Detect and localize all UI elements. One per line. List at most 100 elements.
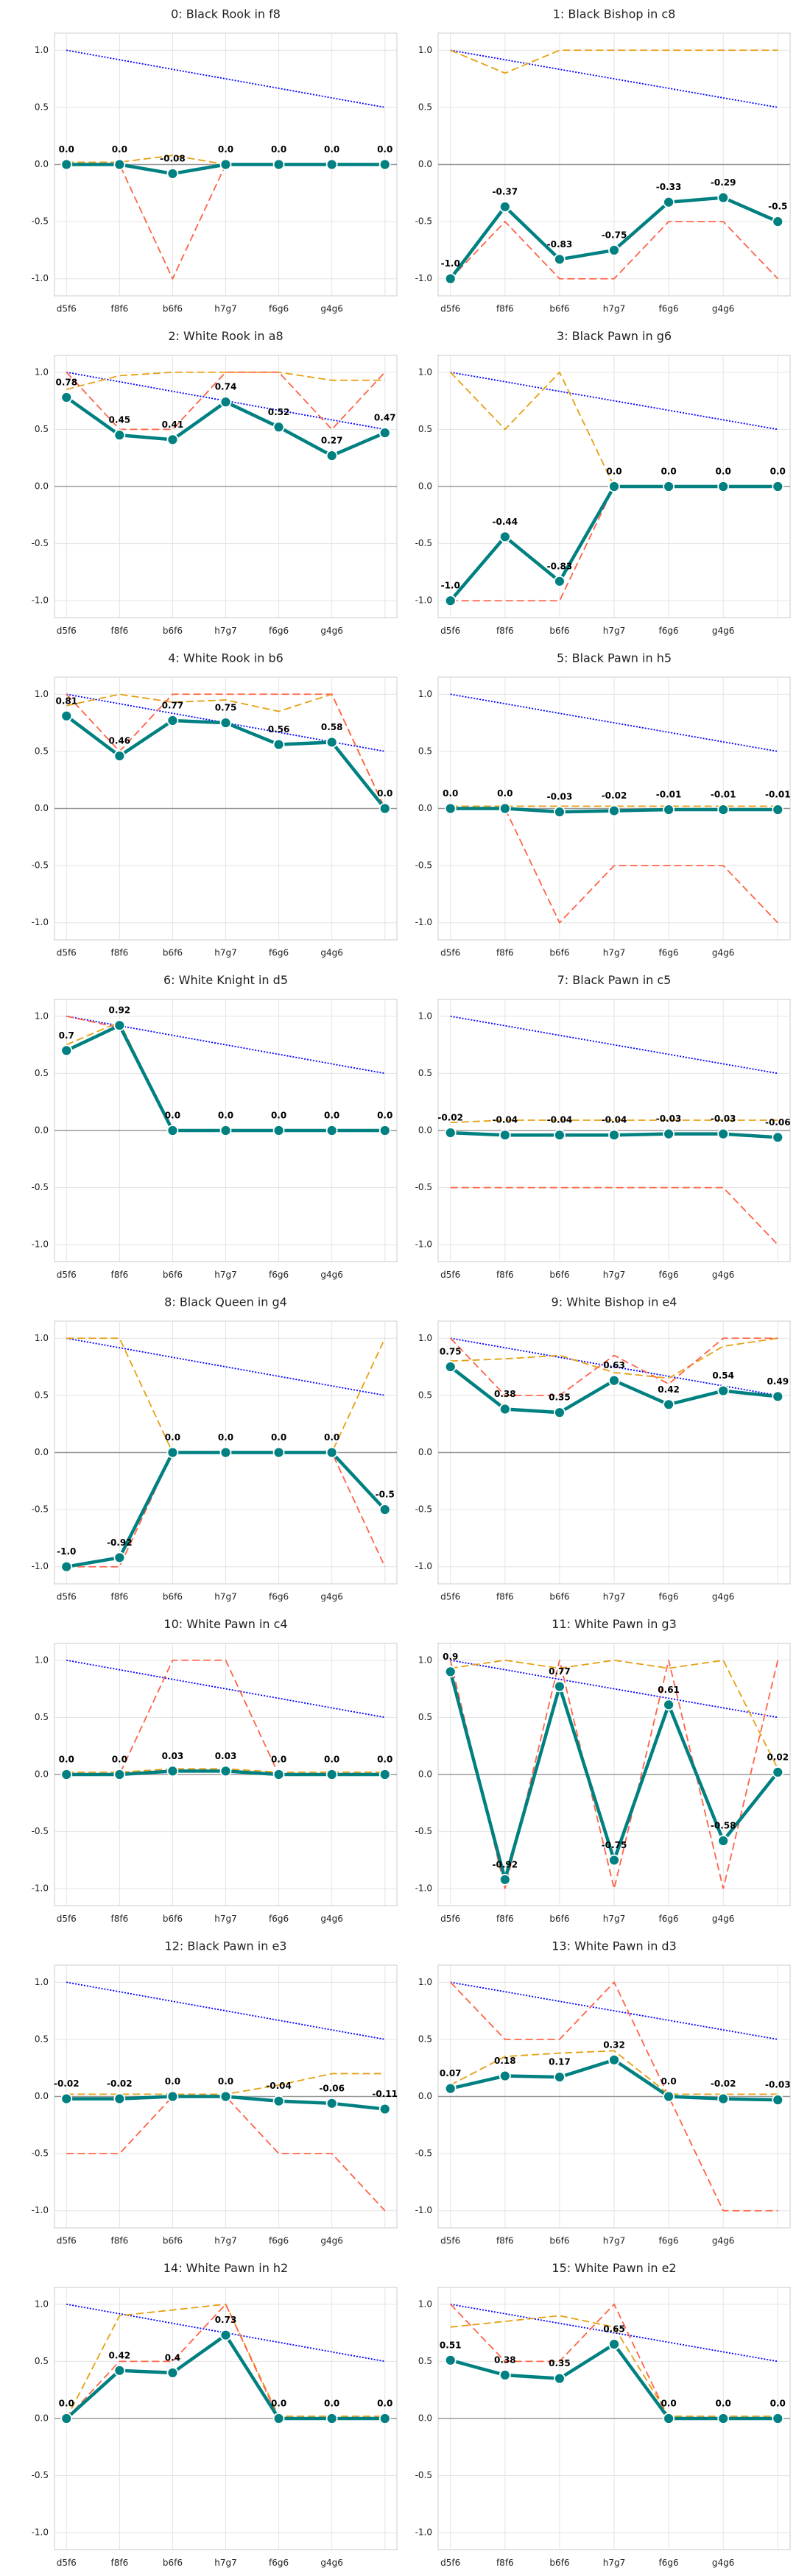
value-label: -1.0 xyxy=(441,258,460,269)
x-tick-label: b6f6 xyxy=(549,1914,569,1924)
x-tick-label: b6f6 xyxy=(549,2558,569,2568)
value-label: 0.49 xyxy=(767,1376,789,1387)
point xyxy=(325,1446,338,1459)
value-label: -0.83 xyxy=(547,239,573,250)
value-label: 0.51 xyxy=(440,2340,462,2350)
series-line xyxy=(66,693,385,752)
value-label: 0.0 xyxy=(377,1111,392,1121)
point xyxy=(325,450,338,461)
x-tick-label: f8f6 xyxy=(110,1914,128,1924)
y-tick-label: 0.0 xyxy=(418,159,432,169)
y-tick-label: -0.5 xyxy=(32,860,49,871)
y-tick-label: 0.5 xyxy=(418,2034,432,2044)
value-label: 0.0 xyxy=(661,2399,676,2409)
value-label: -0.75 xyxy=(602,1840,627,1850)
point xyxy=(444,802,457,815)
point xyxy=(166,1125,179,1136)
y-tick-label: -1.0 xyxy=(32,273,49,283)
x-tick-label: f8f6 xyxy=(110,1592,128,1602)
point xyxy=(113,2092,126,2105)
y-tick-label: 0.5 xyxy=(418,1712,432,1722)
point xyxy=(113,2364,126,2377)
point xyxy=(325,736,338,749)
point xyxy=(272,2095,285,2107)
point xyxy=(378,2103,391,2115)
point xyxy=(113,429,126,442)
y-tick-label: 0.0 xyxy=(35,1447,49,1457)
y-tick-label: 0.0 xyxy=(418,2413,432,2424)
value-label: 0.0 xyxy=(377,1755,392,1765)
y-tick-label: 1.0 xyxy=(35,1977,49,1987)
value-label: 0.74 xyxy=(215,382,237,392)
x-tick-label: f6g6 xyxy=(659,2558,679,2568)
y-tick-label: 0.5 xyxy=(35,2034,49,2044)
point xyxy=(663,1398,675,1411)
value-label: 0.0 xyxy=(218,144,233,155)
x-tick-label: d5f6 xyxy=(57,1914,77,1924)
point xyxy=(499,531,511,543)
point xyxy=(554,575,566,587)
point xyxy=(219,158,232,171)
point xyxy=(772,2094,784,2106)
value-label: 0.42 xyxy=(658,1384,680,1395)
value-label: 0.0 xyxy=(271,1432,286,1443)
x-tick-label: f6g6 xyxy=(659,2236,679,2246)
x-tick-label: f8f6 xyxy=(110,626,128,636)
value-label: -0.03 xyxy=(547,792,573,802)
point xyxy=(378,802,391,815)
y-tick-label: 1.0 xyxy=(35,689,49,699)
point xyxy=(219,2090,232,2103)
series-line xyxy=(66,1981,385,2040)
x-tick-label: b6f6 xyxy=(549,626,569,636)
y-tick-label: 0.0 xyxy=(418,1447,432,1457)
x-tick-label: f6g6 xyxy=(659,1592,679,1602)
series-line xyxy=(450,1659,778,1719)
value-label: 0.0 xyxy=(271,1111,286,1121)
point xyxy=(378,1504,391,1516)
x-tick-label: h7g7 xyxy=(214,2236,237,2246)
x-tick-label: b6f6 xyxy=(549,2236,569,2246)
point xyxy=(272,1125,285,1136)
x-tick-label: f6g6 xyxy=(269,1270,289,1280)
x-tick-label: g4g6 xyxy=(320,1914,343,1924)
point xyxy=(378,2413,391,2424)
value-label: 0.0 xyxy=(218,1432,233,1443)
x-tick-label: b6f6 xyxy=(549,1592,569,1602)
value-label: -0.11 xyxy=(372,2089,398,2099)
value-label: 0.7 xyxy=(59,1030,74,1041)
point xyxy=(166,2090,179,2103)
y-tick-label: 0.0 xyxy=(35,1769,49,1780)
value-label: -0.03 xyxy=(711,1114,736,1124)
x-tick-label: h7g7 xyxy=(214,304,237,314)
x-tick-label: h7g7 xyxy=(214,2558,237,2568)
x-tick-label: g4g6 xyxy=(712,948,735,958)
point xyxy=(219,1765,232,1777)
point xyxy=(608,2338,620,2351)
y-tick-label: 0.5 xyxy=(35,1712,49,1722)
point xyxy=(608,1374,620,1387)
value-label: 0.0 xyxy=(377,788,392,799)
point xyxy=(166,715,179,726)
y-tick-label: -0.5 xyxy=(415,2470,432,2480)
x-tick-label: h7g7 xyxy=(214,948,237,958)
y-tick-label: 1.0 xyxy=(418,1333,432,1343)
point xyxy=(166,434,179,446)
point xyxy=(60,158,73,171)
x-tick-label: g4g6 xyxy=(712,1914,735,1924)
series-line xyxy=(66,49,385,108)
series-line xyxy=(450,807,778,924)
value-label: 0.0 xyxy=(271,144,286,155)
x-tick-label: h7g7 xyxy=(603,2558,626,2568)
x-tick-label: b6f6 xyxy=(549,1270,569,1280)
value-label: 0.0 xyxy=(324,144,339,155)
point xyxy=(60,1044,73,1057)
y-tick-label: 0.0 xyxy=(35,481,49,492)
y-tick-label: -0.5 xyxy=(415,2148,432,2159)
point xyxy=(499,802,511,815)
point xyxy=(772,481,784,492)
series-line xyxy=(450,49,778,108)
y-tick-label: -0.5 xyxy=(415,1504,432,1515)
point xyxy=(378,1125,391,1136)
x-tick-label: f8f6 xyxy=(496,1592,514,1602)
